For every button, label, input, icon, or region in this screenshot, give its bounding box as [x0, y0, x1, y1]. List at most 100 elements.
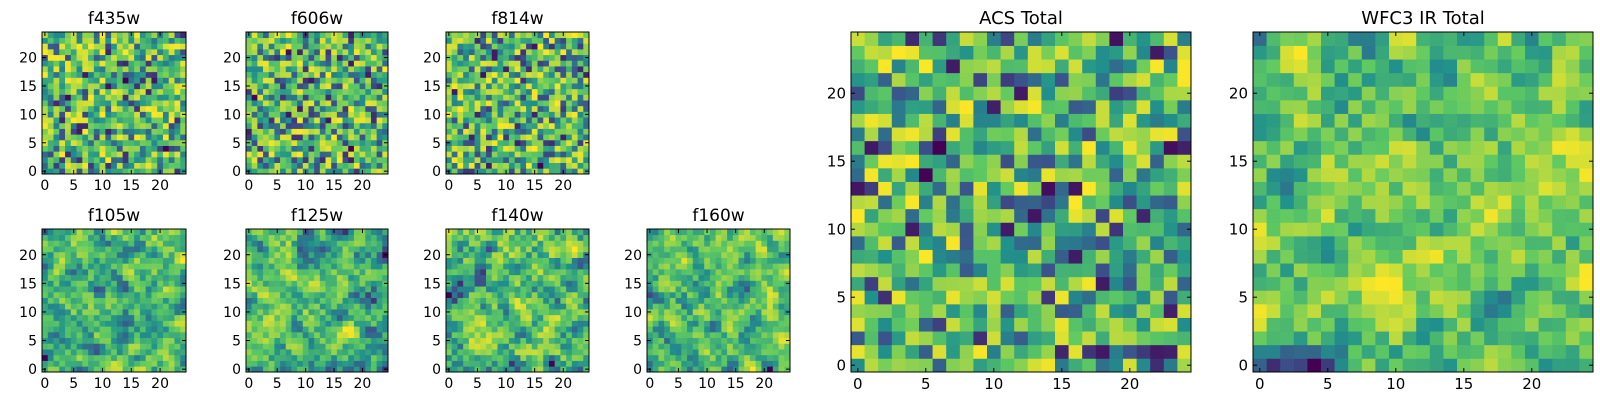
heatmap-cell	[99, 111, 106, 118]
heatmap-cell	[174, 234, 181, 241]
heatmap-cell	[134, 343, 141, 350]
heatmap-cell	[446, 43, 453, 50]
heatmap-cell	[508, 83, 515, 90]
heatmap-cell	[128, 139, 135, 146]
heatmap-cell	[59, 83, 66, 90]
heatmap-cell	[851, 154, 865, 169]
heatmap-cell	[139, 291, 147, 298]
heatmap-cell	[932, 276, 947, 291]
heatmap-cell	[291, 77, 298, 84]
heatmap-cell	[82, 88, 89, 95]
heatmap-cell	[168, 111, 175, 118]
heatmap-cell	[692, 274, 699, 281]
heatmap-cell	[878, 208, 893, 223]
heatmap-cell	[348, 122, 355, 129]
heatmap-cell	[280, 134, 287, 141]
heatmap-cell	[297, 314, 304, 321]
heatmap-cell	[1109, 181, 1124, 196]
heatmap-cell	[365, 251, 372, 258]
heatmap-cell	[566, 49, 573, 56]
heatmap-cell	[145, 354, 152, 361]
heatmap-cell	[583, 246, 590, 253]
heatmap-cell	[365, 354, 372, 361]
heatmap-cell	[767, 229, 774, 236]
heatmap-cell	[180, 286, 187, 293]
heatmap-cell	[457, 229, 464, 236]
heatmap-cell	[932, 317, 947, 332]
heatmap-cell	[508, 139, 515, 146]
heatmap-cell	[704, 263, 711, 270]
heatmap-cell	[105, 314, 112, 321]
heatmap-cell	[548, 122, 556, 129]
heatmap-cell	[274, 43, 281, 50]
heatmap-cell	[732, 349, 739, 356]
heatmap-cell	[353, 326, 360, 333]
heatmap-cell	[128, 314, 135, 321]
heatmap-cell	[76, 168, 83, 175]
heatmap-cell	[88, 366, 95, 373]
heatmap-cell	[520, 263, 527, 270]
heatmap-cell	[560, 49, 567, 56]
heatmap-cell	[180, 66, 187, 73]
heatmap-cell	[302, 128, 309, 135]
heatmap-cell	[973, 181, 988, 196]
heatmap-cell	[755, 286, 762, 293]
heatmap-cell	[687, 280, 694, 287]
heatmap-cell	[105, 71, 112, 78]
heatmap-cell	[59, 105, 66, 112]
heatmap-cell	[47, 257, 54, 264]
heatmap-cell	[122, 263, 129, 270]
heatmap-cell	[76, 94, 83, 101]
heatmap-cell	[709, 309, 716, 316]
heatmap-cell	[526, 105, 533, 112]
heatmap-cell	[134, 49, 141, 56]
heatmap-cell	[111, 49, 118, 56]
heatmap-cell	[308, 343, 315, 350]
heatmap-cell	[246, 297, 253, 304]
heatmap-cell	[174, 240, 181, 247]
heatmap-cell	[59, 43, 66, 50]
heatmap-cell	[560, 145, 567, 152]
heatmap-cell	[1163, 304, 1178, 318]
heatmap-cell	[647, 234, 654, 241]
heatmap-cell	[474, 66, 481, 73]
heatmap-cell	[331, 326, 338, 333]
heatmap-cell	[111, 71, 118, 78]
heatmap-cell	[302, 156, 309, 163]
heatmap-cell	[772, 366, 779, 373]
heatmap-cell	[451, 246, 458, 253]
heatmap-cell	[508, 263, 515, 270]
heatmap-cell	[105, 354, 112, 361]
heatmap-cell	[566, 263, 573, 270]
heatmap-cell	[451, 303, 458, 310]
heatmap-cell	[571, 314, 578, 321]
heatmap-cell	[331, 88, 338, 95]
heatmap-cell	[508, 134, 515, 141]
heatmap-cell	[761, 240, 768, 247]
heatmap-cell	[675, 269, 682, 276]
heatmap-cell	[497, 139, 504, 146]
heatmap-cell	[376, 94, 383, 101]
heatmap-cell	[111, 83, 118, 90]
heatmap-cell	[359, 234, 366, 241]
heatmap-cell	[486, 291, 493, 298]
heatmap-cell	[325, 117, 332, 124]
heatmap-cell	[749, 286, 757, 293]
heatmap-cell	[727, 360, 734, 367]
heatmap-cell	[353, 274, 360, 281]
heatmap-cell	[291, 354, 298, 361]
heatmap-cell	[1041, 331, 1056, 346]
heatmap-cell	[554, 269, 561, 276]
heatmap-cell	[331, 105, 338, 112]
heatmap-cell	[520, 360, 527, 367]
heatmap-cell	[675, 326, 682, 333]
heatmap-cell	[548, 354, 556, 361]
heatmap-cell	[514, 162, 521, 169]
heatmap-cell	[174, 134, 181, 141]
heatmap-cell	[139, 309, 147, 316]
heatmap-cell	[1163, 181, 1178, 196]
heatmap-cell	[566, 331, 573, 339]
heatmap-cell	[457, 105, 464, 112]
heatmap-cell	[709, 303, 716, 310]
heatmap-cell	[480, 54, 487, 61]
